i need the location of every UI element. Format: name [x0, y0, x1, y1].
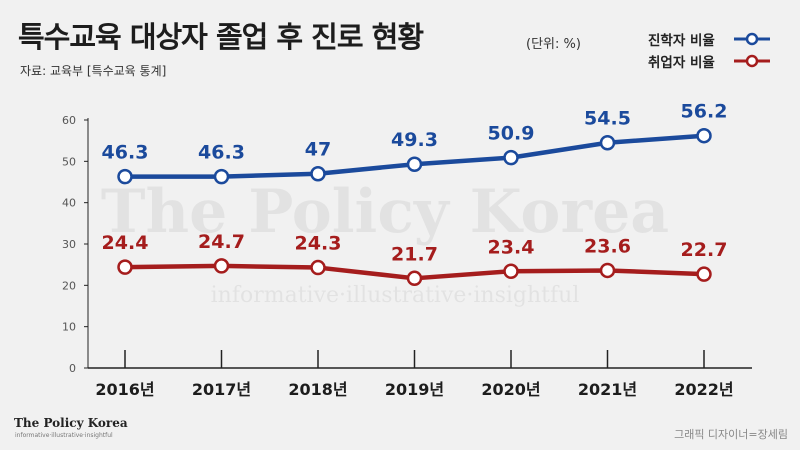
series1-data-label: 46.3 — [198, 142, 245, 164]
watermark-tagline: informative·illustrative·insightful — [211, 283, 580, 308]
chart-title: 특수교육 대상자 졸업 후 진로 현황 — [18, 20, 424, 54]
series2-point — [213, 258, 230, 274]
y-tick-label: 60 — [62, 114, 76, 127]
credit-label: 그래픽 디자이너=장세림 — [674, 428, 788, 441]
series1-point — [117, 168, 133, 185]
x-tick-label: 2019년 — [385, 380, 444, 399]
series2-data-label: 24.3 — [295, 233, 342, 255]
series1-data-label: 49.3 — [391, 129, 438, 151]
series2-point — [117, 259, 133, 275]
series2-point — [696, 266, 712, 282]
legend: 진학자 비율 취업자 비율 — [648, 28, 788, 72]
series2-data-label: 22.7 — [681, 239, 728, 261]
legend-marker-series1 — [734, 32, 770, 46]
x-tick-label: 2016년 — [95, 380, 154, 399]
x-tick-label: 2017년 — [192, 380, 251, 399]
legend-label-series1: 진학자 비율 — [648, 33, 715, 49]
series1-data-label: 46.3 — [102, 142, 149, 164]
series1-point — [213, 168, 230, 185]
y-tick-label: 10 — [62, 321, 76, 334]
y-tick-label: 40 — [62, 197, 76, 210]
brand-tagline: informative·illustrative·insightful — [15, 432, 113, 439]
y-tick-label: 30 — [62, 238, 76, 251]
series2-data-label: 21.7 — [391, 243, 438, 265]
legend-item-series2: 취업자 비율 — [648, 50, 788, 72]
series2-data-label: 24.7 — [198, 231, 245, 253]
watermark: The Policy Korea informative·illustrativ… — [101, 177, 669, 308]
series1-data-label: 47 — [305, 139, 331, 161]
series2-point — [503, 263, 519, 280]
series1-point — [599, 134, 616, 151]
x-tick-label: 2021년 — [578, 380, 637, 399]
y-tick-label: 50 — [62, 155, 76, 168]
series1-data-label: 54.5 — [584, 108, 631, 130]
series2-data-label: 23.6 — [584, 235, 631, 257]
series1-data-label: 56.2 — [681, 101, 728, 123]
legend-label-series2: 취업자 비율 — [648, 55, 715, 71]
series2-point — [310, 259, 326, 276]
y-tick-label: 20 — [62, 279, 76, 292]
series2-point — [599, 262, 616, 279]
x-tick-label: 2020년 — [481, 380, 540, 399]
legend-item-series1: 진학자 비율 — [648, 28, 788, 50]
series2-point — [406, 270, 423, 287]
series1-point — [406, 156, 423, 172]
series1-data-label: 50.9 — [488, 123, 535, 145]
series1-point — [310, 165, 326, 182]
x-tick-label: 2022년 — [674, 380, 733, 399]
series1-point — [696, 127, 712, 144]
source-label: 자료: 교육부 [특수교육 통계] — [20, 64, 167, 78]
series1-point — [503, 149, 519, 166]
series2-data-label: 23.4 — [488, 236, 535, 258]
unit-label: (단위: %) — [526, 37, 581, 52]
legend-marker-series2 — [734, 54, 770, 68]
y-tick-label: 0 — [69, 362, 76, 375]
watermark-main: The Policy Korea — [101, 177, 669, 247]
x-tick-label: 2018년 — [288, 380, 347, 399]
brand-logo: The Policy Korea — [14, 416, 128, 430]
series2-data-label: 24.4 — [102, 232, 149, 254]
